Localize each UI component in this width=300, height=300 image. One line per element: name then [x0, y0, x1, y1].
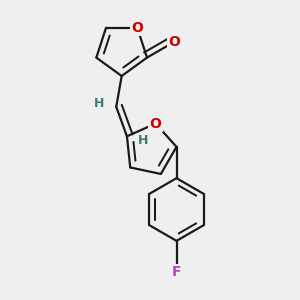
Text: O: O — [150, 117, 161, 130]
Text: H: H — [138, 134, 148, 147]
Text: F: F — [172, 265, 181, 279]
Text: H: H — [93, 98, 104, 110]
Text: O: O — [131, 21, 143, 35]
Text: O: O — [168, 35, 180, 49]
